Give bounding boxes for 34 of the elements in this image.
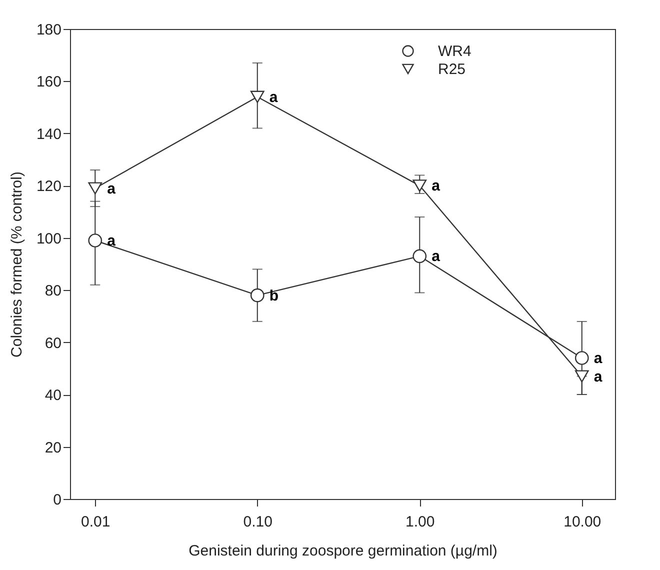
point <box>412 249 427 264</box>
y-tick-label: 100 <box>36 230 62 248</box>
annotation: a <box>107 232 116 250</box>
annotation: a <box>594 368 603 386</box>
point <box>88 234 102 248</box>
point <box>574 370 589 382</box>
x-tick-label: 0.01 <box>81 514 110 530</box>
annotation: a <box>432 248 441 266</box>
annotation: a <box>432 178 441 195</box>
y-tick-label: 120 <box>36 178 62 196</box>
y-tick-label: 80 <box>44 282 62 300</box>
point <box>88 182 102 194</box>
x-tick-label: 1.00 <box>406 514 435 530</box>
legend-label: R25 <box>438 61 466 78</box>
annotation: a <box>594 350 603 367</box>
legend-label: WR4 <box>438 43 472 60</box>
annotation: a <box>269 88 278 106</box>
y-tick-label: 20 <box>44 439 62 456</box>
x-tick-label: 10.00 <box>564 514 602 530</box>
y-tick-label: 180 <box>36 22 62 38</box>
annotation: b <box>269 287 279 304</box>
y-tick-label: 0 <box>53 492 62 508</box>
point <box>250 288 264 302</box>
x-axis-title: Genistein during zoospore germination (µg/ml) <box>188 542 498 560</box>
x-tick-label: 0.10 <box>243 514 272 530</box>
point <box>412 180 427 192</box>
y-tick-label: 140 <box>36 126 62 143</box>
point <box>574 351 589 365</box>
annotation: a <box>107 180 116 198</box>
y-tick-label: 40 <box>44 387 62 404</box>
y-tick-label: 160 <box>36 74 62 91</box>
point <box>250 90 264 103</box>
y-axis-title: Colonies formed (% control) <box>8 172 26 358</box>
y-tick-label: 60 <box>44 334 62 352</box>
